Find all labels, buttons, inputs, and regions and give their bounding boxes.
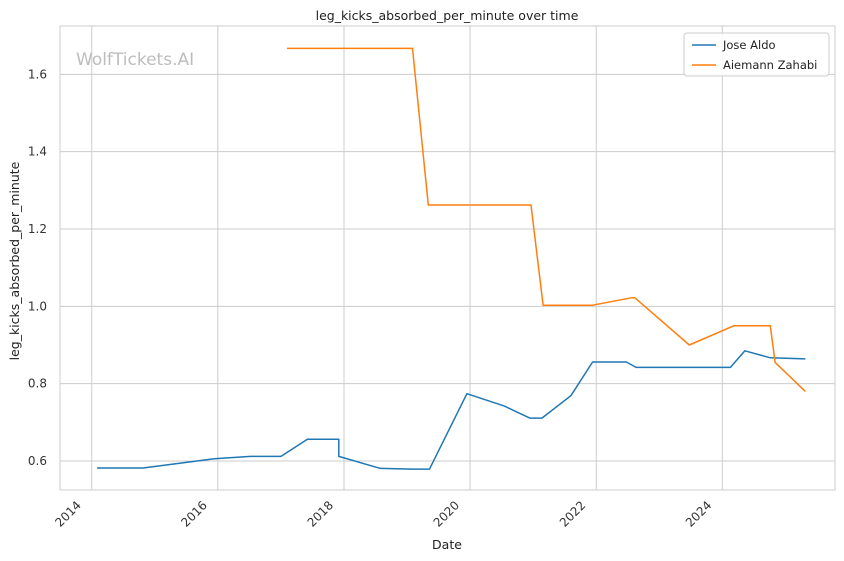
series-lines — [97, 47, 806, 470]
y-tick-label: 1.0 — [28, 299, 47, 313]
x-axis-title: Date — [432, 537, 462, 552]
y-tick-label: 1.6 — [28, 67, 47, 81]
legend-label: Jose Aldo — [722, 38, 776, 52]
y-tick-label: 1.2 — [28, 222, 47, 236]
x-tick-label: 2016 — [178, 498, 209, 529]
legend: Jose Aldo Aiemann Zahabi — [683, 32, 830, 77]
y-axis-title: leg_kicks_absorbed_per_minute — [7, 161, 22, 360]
legend-box — [683, 32, 830, 77]
series-line-1 — [286, 47, 806, 392]
x-tick-label: 2024 — [683, 498, 714, 529]
y-tick-labels: 0.6 0.8 1.0 1.2 1.4 1.6 — [28, 67, 47, 468]
legend-label: Aiemann Zahabi — [723, 58, 817, 72]
chart-title: leg_kicks_absorbed_per_minute over time — [316, 8, 579, 23]
x-tick-label: 2022 — [557, 498, 588, 529]
y-tick-label: 0.6 — [28, 454, 47, 468]
y-tick-label: 0.8 — [28, 377, 47, 391]
x-tick-label: 2014 — [52, 498, 83, 529]
plot-area-frame — [59, 25, 836, 491]
x-tick-label: 2018 — [305, 498, 336, 529]
gridlines — [60, 26, 835, 490]
x-tick-labels: 2014 2016 2018 2020 2022 2024 — [52, 498, 714, 529]
x-tick-label: 2020 — [431, 498, 462, 529]
series-line-0 — [97, 350, 806, 470]
y-tick-label: 1.4 — [28, 145, 47, 159]
watermark-text: WolfTickets.AI — [76, 50, 194, 70]
